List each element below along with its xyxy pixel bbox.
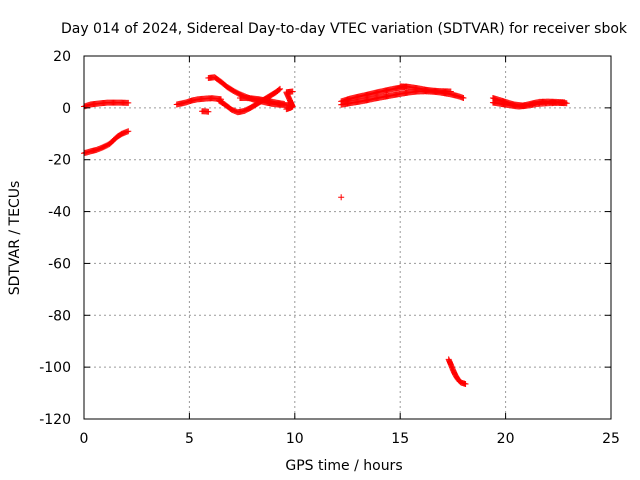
y-tick-label: -100 <box>39 360 71 376</box>
y-tick-label: 20 <box>53 49 71 65</box>
x-tick-label: 15 <box>391 431 409 447</box>
data-points <box>81 74 570 387</box>
data-point <box>277 85 284 92</box>
data-point <box>125 99 132 106</box>
plot-frame <box>83 55 612 420</box>
data-point <box>205 108 212 115</box>
y-tick-label: -120 <box>39 412 71 428</box>
data-point <box>281 100 288 107</box>
x-tick-label: 0 <box>80 431 89 447</box>
chart-title: Day 014 of 2024, Sidereal Day-to-day VTE… <box>61 21 628 37</box>
data-point <box>289 88 296 95</box>
data-point <box>338 194 345 201</box>
data-point <box>462 380 469 387</box>
x-axis-label: GPS time / hours <box>285 458 402 474</box>
x-axis: 0 5 10 15 20 25 <box>80 56 620 447</box>
grid-lines <box>84 56 611 419</box>
x-tick-label: 10 <box>286 431 304 447</box>
x-tick-label: 25 <box>602 431 620 447</box>
data-point <box>125 128 132 135</box>
y-axis-label: SDTVAR / TECUs <box>7 181 23 296</box>
x-tick-label: 5 <box>185 431 194 447</box>
data-point <box>447 88 454 95</box>
data-point <box>460 95 467 102</box>
y-axis: -120 -100 -80 -60 -40 -20 0 20 <box>39 49 611 428</box>
y-tick-label: -20 <box>48 153 71 169</box>
data-point <box>276 86 283 93</box>
x-tick-label: 20 <box>497 431 515 447</box>
y-tick-label: -80 <box>48 308 71 324</box>
y-tick-label: -60 <box>48 256 71 272</box>
data-point <box>563 100 570 107</box>
y-tick-label: -40 <box>48 205 71 221</box>
y-tick-label: 0 <box>62 101 71 117</box>
